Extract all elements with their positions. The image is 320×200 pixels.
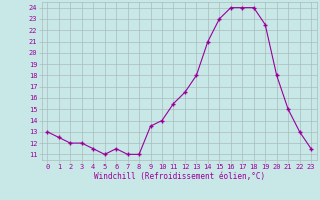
X-axis label: Windchill (Refroidissement éolien,°C): Windchill (Refroidissement éolien,°C) xyxy=(94,172,265,181)
